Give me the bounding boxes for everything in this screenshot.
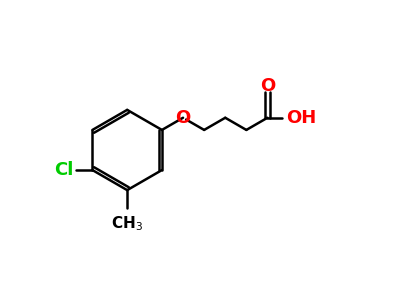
Text: O: O: [176, 109, 191, 127]
Text: Cl: Cl: [54, 161, 73, 179]
Text: OH: OH: [286, 109, 316, 127]
Text: O: O: [260, 77, 275, 95]
Text: CH$_3$: CH$_3$: [111, 214, 143, 232]
